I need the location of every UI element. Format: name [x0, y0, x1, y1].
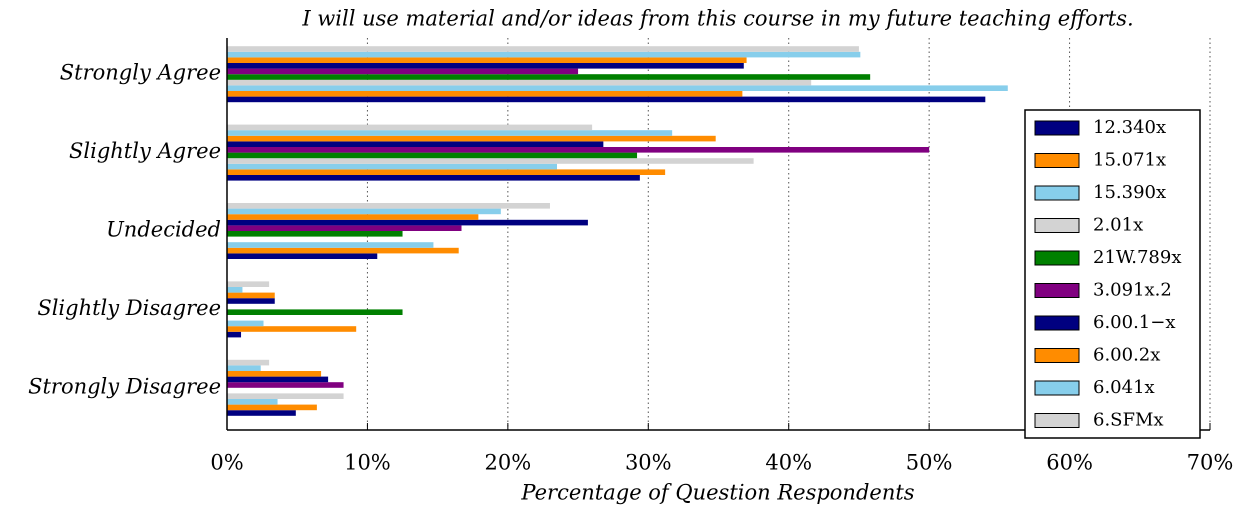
legend-swatch [1034, 250, 1080, 266]
y-tick-label: Strongly Disagree [28, 374, 221, 398]
bar [227, 253, 378, 259]
bar [227, 287, 243, 293]
bar [227, 214, 479, 220]
bar [227, 365, 261, 371]
bar [227, 242, 434, 248]
bar [227, 393, 344, 399]
legend-swatch [1034, 380, 1080, 396]
legend-label: 2.01x [1093, 215, 1143, 236]
bar [227, 96, 986, 103]
legend-label: 6.00.2x [1093, 345, 1160, 366]
bar [227, 225, 462, 231]
x-tick-label: 0% [210, 451, 243, 475]
legend-label: 6.00.1−x [1093, 312, 1176, 333]
bar [227, 51, 861, 58]
y-tick-label: Slightly Agree [69, 139, 221, 163]
bar [227, 46, 859, 52]
legend-swatch [1034, 315, 1080, 331]
bar [227, 163, 558, 170]
x-tick-label: 20% [485, 451, 532, 475]
bar [227, 331, 242, 338]
legend-swatch [1034, 413, 1080, 428]
bar [227, 169, 666, 175]
legend-swatch [1034, 153, 1080, 168]
legend-label: 12.340x [1093, 117, 1166, 138]
bar [227, 326, 357, 332]
bar [227, 320, 264, 327]
bar [227, 382, 344, 388]
bar [227, 147, 930, 153]
bar [227, 399, 278, 405]
legend-swatch [1034, 218, 1080, 233]
x-tick-label: 60% [1046, 451, 1093, 475]
bar [227, 292, 275, 299]
y-tick-label: Slightly Disagree [37, 296, 221, 320]
x-axis-label: Percentage of Question Respondents [520, 481, 914, 505]
legend-label: 6.041x [1093, 377, 1155, 398]
bar [227, 85, 1008, 91]
x-tick-label: 10% [344, 451, 391, 475]
legend-swatch [1034, 283, 1080, 298]
bar [227, 376, 329, 383]
x-tick-label: 70% [1187, 451, 1234, 475]
bar [227, 281, 270, 287]
bar [227, 231, 403, 237]
bar [227, 63, 744, 69]
legend-label: 3.091x.2 [1093, 280, 1172, 301]
x-tick-label: 40% [765, 451, 812, 475]
bar [227, 135, 716, 142]
bar [227, 141, 604, 147]
bar [227, 298, 275, 304]
bar [227, 158, 754, 164]
y-tick-label: Strongly Agree [60, 61, 221, 85]
legend-swatch [1034, 120, 1080, 136]
bar [227, 203, 550, 209]
chart-title: I will use material and/or ideas from th… [301, 7, 1133, 31]
bar [227, 371, 322, 377]
bar [227, 152, 638, 159]
legend-swatch [1034, 185, 1080, 201]
bar [227, 404, 317, 411]
bar [227, 57, 747, 63]
legend-label: 6.SFMx [1093, 410, 1164, 431]
bar [227, 74, 871, 80]
bar [227, 309, 403, 315]
bar [227, 219, 588, 226]
bar [227, 79, 812, 86]
bar [227, 124, 593, 131]
bar [227, 130, 673, 136]
y-tick-label: Undecided [106, 218, 221, 242]
x-tick-label: 30% [625, 451, 672, 475]
bar [227, 68, 579, 75]
bar [227, 359, 270, 366]
bar [227, 247, 459, 254]
legend-label: 15.390x [1093, 182, 1166, 203]
bar [227, 410, 296, 416]
bar [227, 175, 640, 181]
legend-label: 21W.789x [1093, 247, 1182, 268]
bar [227, 91, 743, 97]
legend-swatch [1034, 348, 1080, 363]
x-tick-label: 50% [906, 451, 953, 475]
bar [227, 208, 501, 215]
legend-label: 15.071x [1093, 150, 1166, 171]
